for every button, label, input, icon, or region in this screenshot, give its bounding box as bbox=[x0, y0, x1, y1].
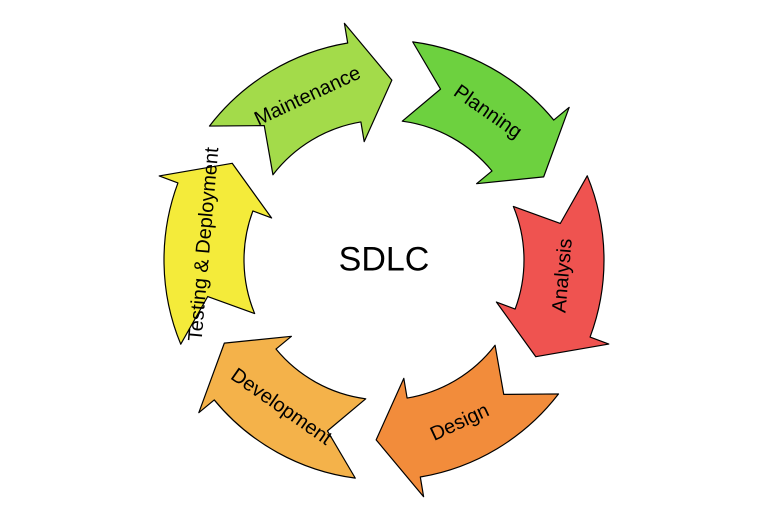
cycle-ring: PlanningAnalysisDesignDevelopmentTesting… bbox=[0, 0, 768, 520]
sdlc-cycle-diagram: PlanningAnalysisDesignDevelopmentTesting… bbox=[0, 0, 768, 520]
